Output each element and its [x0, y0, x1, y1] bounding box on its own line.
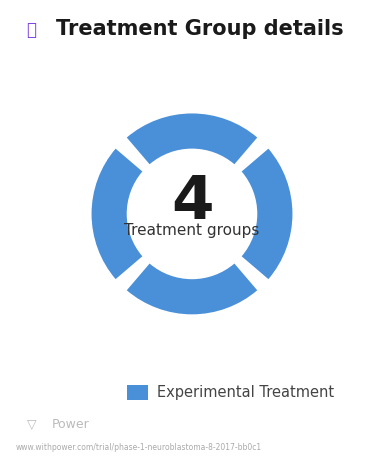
Text: 👥: 👥	[26, 21, 36, 39]
Wedge shape	[242, 149, 293, 279]
Text: Power: Power	[52, 418, 89, 431]
Text: Treatment Group details: Treatment Group details	[56, 19, 344, 39]
Text: Experimental Treatment: Experimental Treatment	[157, 385, 334, 400]
Wedge shape	[91, 149, 142, 279]
Wedge shape	[127, 264, 257, 314]
Wedge shape	[127, 113, 257, 164]
Text: 4: 4	[171, 173, 213, 232]
Text: www.withpower.com/trial/phase-1-neuroblastoma-8-2017-bb0c1: www.withpower.com/trial/phase-1-neurobla…	[15, 443, 262, 452]
Text: ▽: ▽	[27, 418, 36, 431]
Text: Treatment groups: Treatment groups	[124, 223, 260, 238]
